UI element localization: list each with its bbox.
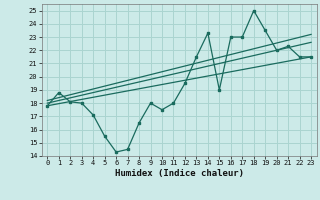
X-axis label: Humidex (Indice chaleur): Humidex (Indice chaleur) <box>115 169 244 178</box>
